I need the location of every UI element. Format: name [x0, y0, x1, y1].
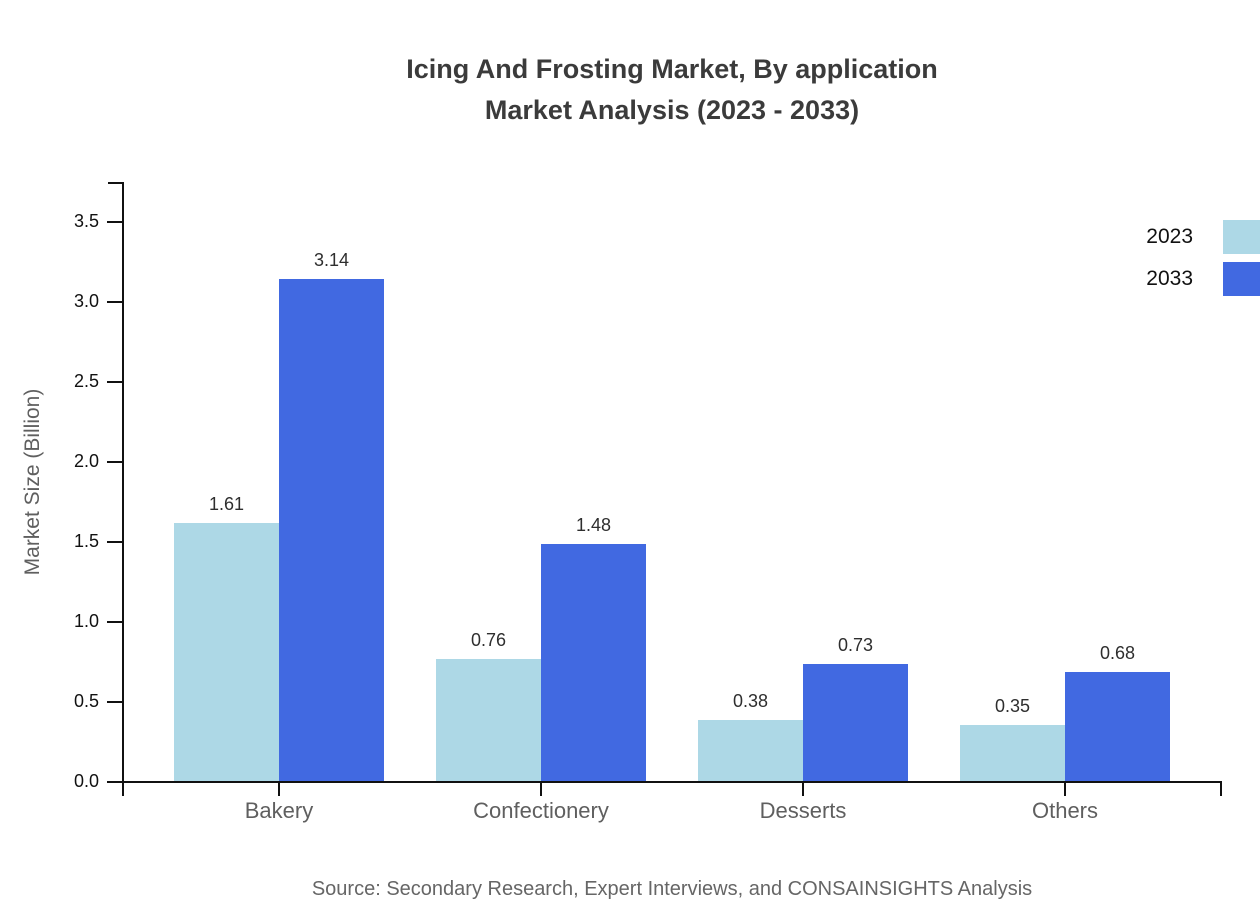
y-tick-label: 3.5 [73, 211, 99, 231]
value-label-2023-confectionery: 0.76 [470, 630, 507, 651]
bar-2023-desserts [698, 720, 803, 781]
legend-label-2023: 2023 [1146, 225, 1193, 248]
bar-2023-others [960, 725, 1065, 781]
y-tick [107, 781, 122, 783]
legend-label-2033: 2033 [1146, 267, 1193, 290]
y-tick-label: 0.0 [73, 771, 99, 791]
x-tick-label-others: Others [1031, 798, 1099, 823]
x-axis-spine [122, 781, 1222, 783]
value-label-2023-desserts: 0.38 [732, 691, 769, 712]
y-axis-spine [122, 182, 124, 796]
y-tick-label: 1.0 [73, 611, 99, 631]
legend-swatch-2033 [1223, 262, 1260, 296]
value-label-2033-bakery: 3.14 [313, 249, 350, 270]
y-tick [107, 541, 122, 543]
legend-item-2033: 2033 [1146, 262, 1260, 296]
y-tick-label: 1.5 [73, 531, 99, 551]
bar-2033-bakery [279, 278, 384, 781]
bar-2033-desserts [803, 664, 908, 781]
y-tick [107, 461, 122, 463]
legend-item-2023: 2023 [1146, 220, 1260, 254]
x-tick [1064, 783, 1066, 796]
y-tick [107, 701, 122, 703]
value-label-2023-others: 0.35 [994, 696, 1031, 716]
x-tick [802, 783, 804, 796]
y-axis-top-cap [108, 182, 123, 184]
chart-title-line-2: Market Analysis (2023 - 2033) [484, 95, 860, 125]
source-note: Source: Secondary Research, Expert Inter… [311, 878, 1033, 900]
legend-swatch-2023 [1223, 220, 1260, 254]
value-label-2033-confectionery: 1.48 [575, 515, 612, 536]
y-tick [107, 301, 122, 303]
x-tick-label-confectionery: Confectionery [473, 798, 609, 823]
bar-2023-confectionery [436, 659, 541, 781]
value-label-2033-others: 0.68 [1099, 643, 1136, 664]
bar-2033-others [1065, 672, 1170, 781]
y-tick-label: 2.0 [73, 451, 99, 471]
value-label-2033-desserts: 0.73 [837, 635, 874, 656]
y-tick-label: 3.0 [73, 291, 99, 311]
chart-title: Icing And Frosting Market, By applicatio… [84, 49, 1260, 131]
y-tick [107, 621, 122, 623]
value-label-2023-bakery: 1.61 [208, 494, 245, 515]
x-tick [540, 783, 542, 796]
x-tick-label-desserts: Desserts [759, 798, 847, 823]
bar-2033-confectionery [541, 544, 646, 781]
x-tick-label-bakery: Bakery [244, 798, 314, 823]
y-tick [107, 221, 122, 223]
bar-2023-bakery [174, 523, 279, 781]
legend: 2023 2033 [1146, 220, 1260, 304]
x-axis-right-cap [1220, 781, 1222, 796]
y-tick-label: 0.5 [73, 691, 99, 711]
chart-title-line-1: Icing And Frosting Market, By applicatio… [406, 54, 938, 84]
y-tick-label: 2.5 [73, 371, 99, 391]
x-tick [278, 783, 280, 796]
y-tick [107, 381, 122, 383]
